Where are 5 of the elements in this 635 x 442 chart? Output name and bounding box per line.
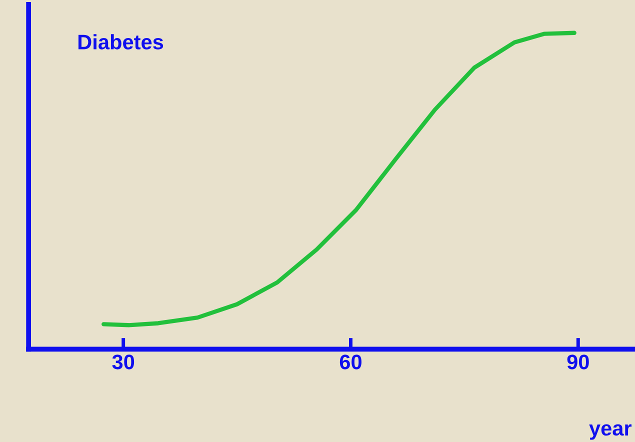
x-tick-label: 30 <box>112 354 134 370</box>
x-axis-title: year <box>589 424 632 440</box>
chart-title: Diabetes <box>78 34 164 50</box>
x-tick-label: 60 <box>340 354 362 370</box>
x-tick-label: 90 <box>567 354 589 370</box>
